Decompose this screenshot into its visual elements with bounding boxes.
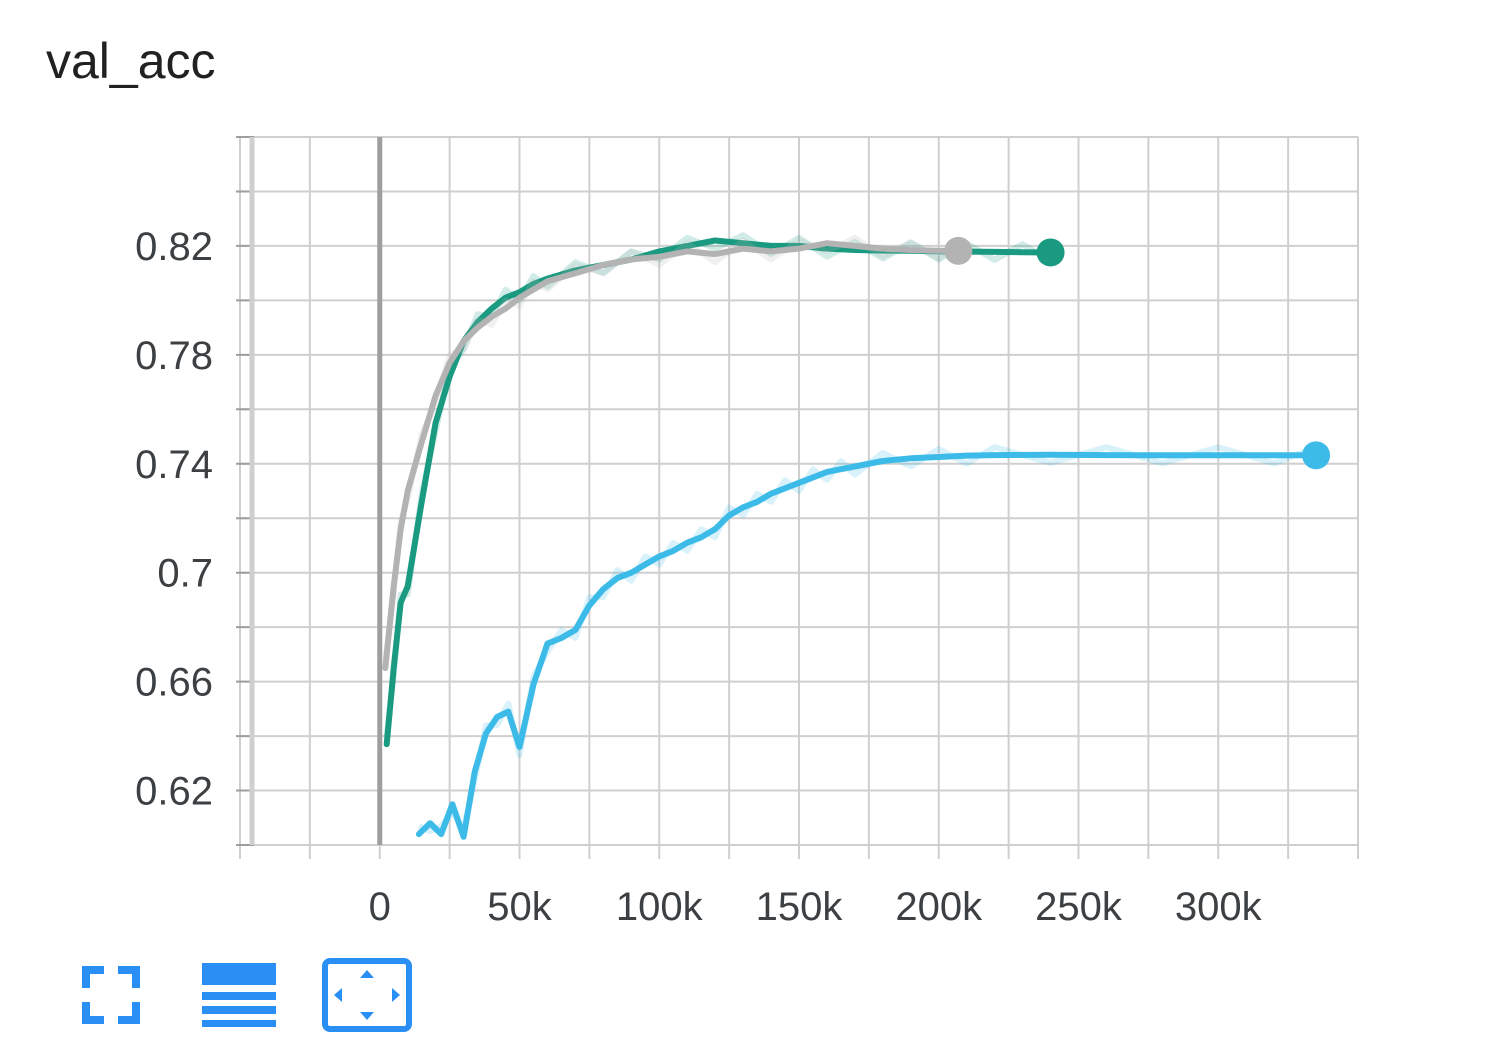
series-blue — [415, 444, 1320, 840]
series-end-marker — [1036, 238, 1065, 267]
grid — [236, 136, 1359, 859]
x-tick-label: 0 — [369, 885, 391, 929]
x-tick-label: 300k — [1175, 885, 1263, 929]
series-end-marker — [1302, 441, 1331, 470]
data-list-button[interactable] — [202, 963, 276, 1027]
y-tick-label: 0.82 — [135, 225, 213, 269]
series-line — [415, 451, 1320, 840]
x-tick-label: 100k — [616, 885, 704, 929]
y-tick-label: 0.66 — [135, 661, 213, 705]
chart-title: val_acc — [46, 33, 216, 89]
y-tick-label: 0.7 — [157, 552, 213, 596]
series-line — [382, 240, 962, 671]
tick-labels: 0.62 0.66 0.7 0.74 0.78 0.82 0 50k 100k 150k 200k 2… — [135, 225, 1262, 929]
x-tick-label: 250k — [1035, 885, 1123, 929]
x-tick-label: 150k — [756, 885, 844, 929]
fit-domain-button[interactable] — [322, 958, 412, 1032]
series-teal — [383, 232, 1054, 748]
fullscreen-icon — [82, 966, 140, 1024]
data-list-icon — [202, 963, 276, 1027]
x-tick-label: 50k — [487, 885, 552, 929]
chart-toolbar — [70, 955, 412, 1035]
y-tick-label: 0.62 — [135, 770, 213, 814]
series-end-marker — [944, 236, 973, 265]
line-chart: 0.62 0.66 0.7 0.74 0.78 0.82 0 50k 100k 150k 200k 2… — [135, 136, 1359, 929]
series-line — [383, 237, 1054, 748]
fit-domain-icon — [322, 958, 412, 1032]
fullscreen-button[interactable] — [82, 966, 140, 1024]
x-tick-label: 200k — [895, 885, 983, 929]
y-tick-label: 0.78 — [135, 334, 213, 378]
y-tick-label: 0.74 — [135, 443, 213, 487]
series-gray — [382, 234, 962, 671]
series-group — [382, 232, 1331, 840]
axes — [249, 137, 383, 845]
